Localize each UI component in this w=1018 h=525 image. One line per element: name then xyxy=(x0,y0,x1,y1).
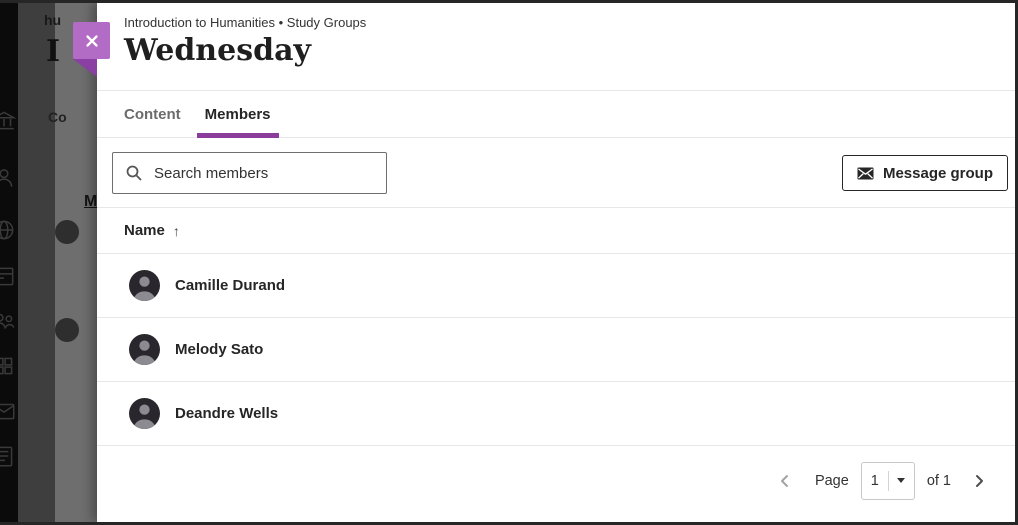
breadcrumb: Introduction to Humanities • Study Group… xyxy=(124,15,367,30)
planner-icon[interactable] xyxy=(0,263,18,289)
member-row[interactable]: Camille Durand xyxy=(97,254,1015,318)
dimmed-page-background: hu I Co M xyxy=(18,3,97,522)
profile-icon[interactable] xyxy=(0,165,18,191)
previous-page-button[interactable] xyxy=(773,469,797,493)
global-nav-rail xyxy=(0,3,18,522)
search-icon xyxy=(126,165,142,181)
search-members-field[interactable] xyxy=(112,152,387,194)
member-row[interactable]: Deandre Wells xyxy=(97,382,1015,446)
groups-icon[interactable] xyxy=(0,308,18,334)
member-name: Deandre Wells xyxy=(175,405,279,422)
tab-content[interactable]: Content xyxy=(116,91,189,137)
member-name: Melody Sato xyxy=(175,341,264,358)
close-icon xyxy=(83,32,101,50)
chevron-right-icon xyxy=(969,471,989,491)
sort-ascending-icon: ↑ xyxy=(172,222,180,239)
dimmed-avatar xyxy=(55,318,79,342)
avatar xyxy=(129,270,160,301)
institution-icon[interactable] xyxy=(0,108,18,134)
page-title: Wednesday xyxy=(124,33,311,68)
chevron-down-icon xyxy=(889,478,914,483)
pagination: Page 1 of 1 xyxy=(97,446,1015,515)
tab-content-label: Content xyxy=(124,105,181,123)
page-select-value: 1 xyxy=(870,472,879,489)
grades-icon[interactable] xyxy=(0,443,18,469)
globe-icon[interactable] xyxy=(0,217,18,243)
dimmed-avatar xyxy=(55,220,79,244)
message-group-button[interactable]: Message group xyxy=(841,155,1008,191)
tab-members-label: Members xyxy=(204,105,271,123)
message-group-label: Message group xyxy=(882,164,993,182)
page-label: Page xyxy=(814,472,849,489)
page-count-label: of 1 xyxy=(926,472,951,489)
search-input[interactable] xyxy=(154,164,374,182)
dimmed-content-fragment: Co xyxy=(48,109,67,125)
dimmed-members-link-fragment: M xyxy=(84,193,98,210)
member-name: Camille Durand xyxy=(175,277,286,294)
dimmed-page-title-fragment: I xyxy=(46,34,61,69)
close-panel-button[interactable] xyxy=(73,22,110,59)
panel-header: Introduction to Humanities • Study Group… xyxy=(97,3,1015,91)
avatar xyxy=(129,334,160,365)
envelope-icon xyxy=(857,167,874,179)
next-page-button[interactable] xyxy=(967,469,991,493)
members-toolbar: Message group xyxy=(97,138,1015,208)
page-select[interactable]: 1 xyxy=(860,461,915,500)
name-header-label: Name xyxy=(124,222,165,239)
study-group-panel: Introduction to Humanities • Study Group… xyxy=(73,3,1015,522)
member-row[interactable]: Melody Sato xyxy=(97,318,1015,382)
messages-icon[interactable] xyxy=(0,398,18,424)
organizations-icon[interactable] xyxy=(0,353,18,379)
dimmed-course-id-fragment: hu xyxy=(44,12,62,28)
name-column-header[interactable]: Name ↑ xyxy=(97,208,1015,254)
tab-members[interactable]: Members xyxy=(196,91,279,138)
avatar xyxy=(129,398,160,429)
tab-bar: Content Members xyxy=(97,91,1015,138)
chevron-left-icon xyxy=(775,471,795,491)
